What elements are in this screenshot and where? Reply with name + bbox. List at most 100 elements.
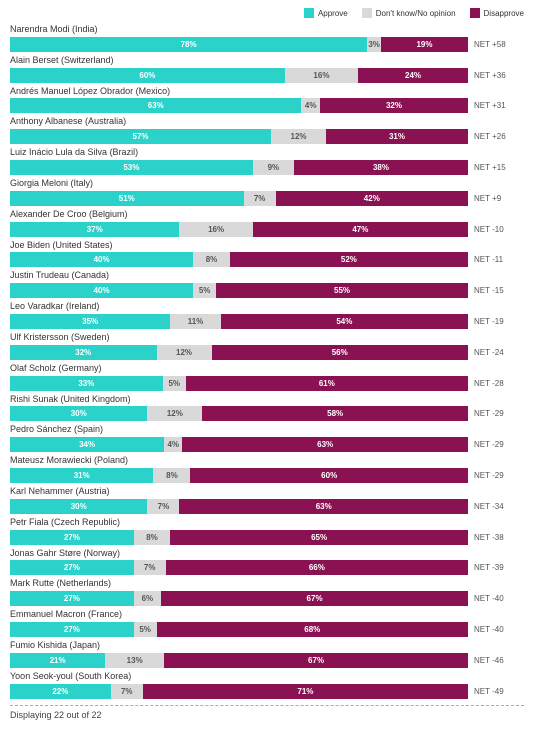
segment-approve: 33% <box>10 376 163 391</box>
segment-neutral-value: 11% <box>188 317 204 326</box>
segment-disapprove-value: 42% <box>364 194 380 203</box>
net-score: NET -19 <box>474 317 524 326</box>
leader-row: Pedro Sánchez (Spain)34%4%63%NET -29 <box>10 424 524 452</box>
bar-track: 53%9%38% <box>10 160 468 175</box>
bar-track: 40%8%52% <box>10 252 468 267</box>
bar-track: 78%3% 19% <box>10 37 468 52</box>
net-score: NET -40 <box>474 594 524 603</box>
segment-disapprove-value: 67% <box>307 594 323 603</box>
segment-neutral: 7% <box>134 560 166 575</box>
leader-name: Justin Trudeau (Canada) <box>10 270 524 281</box>
bar-track: 22% 7% 71% <box>10 684 468 699</box>
chart-rows: Narendra Modi (India)78%3%19%NET +58Alai… <box>10 24 524 699</box>
segment-neutral-value: 5% <box>199 286 211 295</box>
segment-disapprove-value: 61% <box>319 379 335 388</box>
leader-row: Alexander De Croo (Belgium)37%16%47%NET … <box>10 209 524 237</box>
segment-disapprove-value: 19% <box>416 40 432 49</box>
bar-track: 35% 11% 54% <box>10 314 468 329</box>
bar-line: 40%5%55%NET -15 <box>10 283 524 298</box>
segment-approve-value: 35% <box>82 317 98 326</box>
leader-name: Andrés Manuel López Obrador (Mexico) <box>10 86 524 97</box>
leader-row: Yoon Seok-youl (South Korea)22%7%71%NET … <box>10 671 524 699</box>
segment-approve: 27% <box>10 530 134 545</box>
leader-row: Mateusz Morawiecki (Poland)31%8%60%NET -… <box>10 455 524 483</box>
segment-approve: 32% <box>10 345 157 360</box>
leader-row: Giorgia Meloni (Italy)51%7%42%NET +9 <box>10 178 524 206</box>
swatch-approve <box>304 8 314 18</box>
leader-name: Petr Fiala (Czech Republic) <box>10 517 524 528</box>
leader-row: Karl Nehammer (Austria)30%7%63%NET -34 <box>10 486 524 514</box>
segment-approve: 40% <box>10 283 193 298</box>
segment-neutral: 16% <box>285 68 358 83</box>
segment-disapprove-value: 55% <box>334 286 350 295</box>
swatch-disapprove <box>470 8 480 18</box>
segment-approve-value: 21% <box>50 656 66 665</box>
bar-line: 51%7%42%NET +9 <box>10 191 524 206</box>
segment-approve: 78% <box>10 37 367 52</box>
leader-row: Anthony Albanese (Australia)57%12%31%NET… <box>10 116 524 144</box>
segment-disapprove-value: 58% <box>327 409 343 418</box>
segment-neutral: 13% <box>105 653 164 668</box>
segment-disapprove: 66% <box>166 560 468 575</box>
segment-disapprove: 42% <box>276 191 468 206</box>
segment-disapprove-value: 67% <box>308 656 324 665</box>
segment-neutral-value: 16% <box>208 225 224 234</box>
bar-track: 63%4%32% <box>10 98 468 113</box>
segment-disapprove-value: 54% <box>336 317 352 326</box>
segment-disapprove: 54% <box>221 314 468 329</box>
bar-line: 37%16%47%NET -10 <box>10 222 524 237</box>
segment-neutral-value: 16% <box>313 71 329 80</box>
segment-disapprove: 68% <box>157 622 468 637</box>
segment-neutral: 7% <box>244 191 276 206</box>
net-score: NET -10 <box>474 225 524 234</box>
bar-line: 34%4%63%NET -29 <box>10 437 524 452</box>
leader-row: Mark Rutte (Netherlands)27%6%67%NET -40 <box>10 578 524 606</box>
segment-neutral-value: 5% <box>168 379 180 388</box>
bar-track: 30%7%63% <box>10 499 468 514</box>
bar-line: 27%6%67%NET -40 <box>10 591 524 606</box>
segment-approve-value: 34% <box>79 440 95 449</box>
segment-disapprove-value: 31% <box>389 132 405 141</box>
leader-name: Mark Rutte (Netherlands) <box>10 578 524 589</box>
leader-name: Olaf Scholz (Germany) <box>10 363 524 374</box>
segment-approve-value: 30% <box>71 409 87 418</box>
segment-disapprove: 55% <box>216 283 468 298</box>
segment-disapprove: 67% <box>161 591 468 606</box>
leader-row: Joe Biden (United States)40%8%52%NET -11 <box>10 240 524 268</box>
segment-approve-value: 31% <box>74 471 90 480</box>
segment-disapprove-value: 52% <box>341 255 357 264</box>
bar-track: 51%7%42% <box>10 191 468 206</box>
segment-disapprove-value: 68% <box>304 625 320 634</box>
net-score: NET +36 <box>474 71 524 80</box>
segment-neutral: 12% <box>157 345 212 360</box>
segment-approve: 22% <box>10 684 111 699</box>
leader-name: Fumio Kishida (Japan) <box>10 640 524 651</box>
segment-disapprove: 56% <box>212 345 468 360</box>
bar-line: 30%12%58%NET -29 <box>10 406 524 421</box>
leader-name: Alain Berset (Switzerland) <box>10 55 524 66</box>
segment-neutral-value: 4% <box>305 101 317 110</box>
segment-neutral: 12% <box>271 129 326 144</box>
segment-approve-value: 27% <box>64 563 80 572</box>
legend-disapprove-label: Disapprove <box>484 9 524 18</box>
segment-neutral: 7% <box>111 684 143 699</box>
segment-disapprove-value: 71% <box>297 687 313 696</box>
segment-neutral-value: 3% <box>368 40 380 49</box>
leader-name: Luiz Inácio Lula da Silva (Brazil) <box>10 147 524 158</box>
leader-name: Ulf Kristersson (Sweden) <box>10 332 524 343</box>
segment-approve-value: 57% <box>133 132 149 141</box>
segment-neutral-value: 7% <box>121 687 133 696</box>
segment-disapprove-value: 24% <box>405 71 421 80</box>
legend-disapprove: Disapprove <box>470 8 524 18</box>
leader-row: Jonas Gahr Støre (Norway)27%7%66%NET -39 <box>10 548 524 576</box>
segment-neutral: 5% <box>134 622 157 637</box>
segment-approve: 57% <box>10 129 271 144</box>
segment-neutral: 11% <box>170 314 220 329</box>
segment-neutral-value: 8% <box>166 471 178 480</box>
legend-approve-label: Approve <box>318 9 348 18</box>
segment-approve: 37% <box>10 222 179 237</box>
segment-approve-value: 32% <box>75 348 91 357</box>
segment-neutral: 8% <box>153 468 190 483</box>
segment-approve: 30% <box>10 499 147 514</box>
leader-name: Karl Nehammer (Austria) <box>10 486 524 497</box>
